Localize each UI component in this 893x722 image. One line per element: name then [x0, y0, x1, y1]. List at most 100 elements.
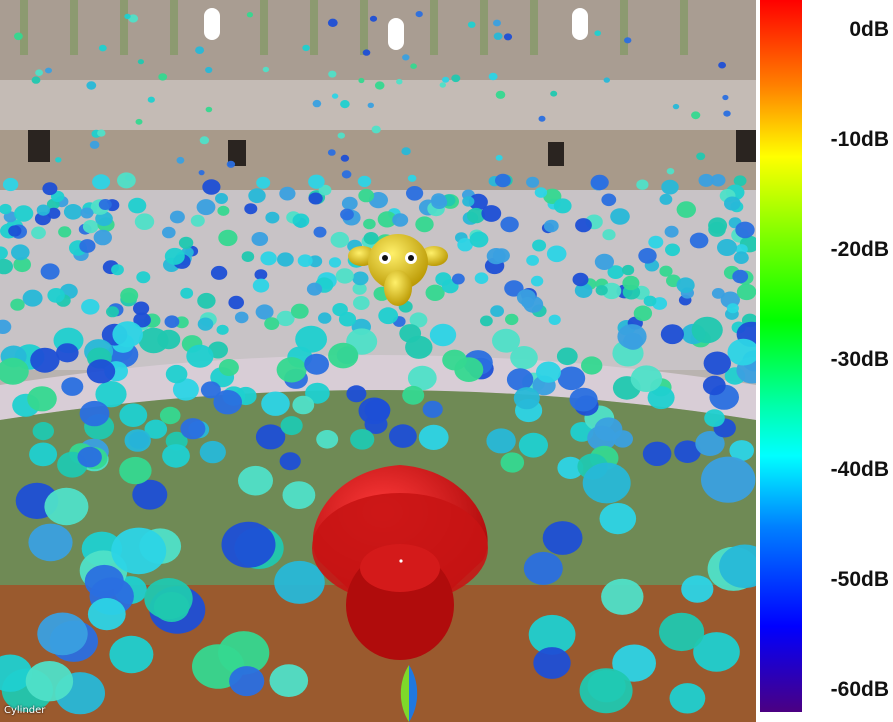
probe-sphere	[164, 315, 180, 329]
probe-sphere	[669, 683, 706, 714]
probe-sphere	[407, 365, 437, 391]
probe-sphere	[429, 323, 457, 347]
probe-sphere	[79, 400, 110, 427]
probe-sphere	[313, 226, 327, 238]
probe-sphere	[601, 193, 617, 207]
probe-sphere	[480, 315, 493, 327]
probe-sphere	[199, 136, 210, 145]
probe-sphere	[256, 176, 271, 189]
probe-sphere	[32, 422, 54, 441]
probe-sphere	[117, 172, 136, 189]
probe-sphere	[661, 179, 679, 195]
probe-sphere	[451, 74, 461, 83]
probe-sphere	[269, 664, 309, 697]
probe-sphere	[111, 264, 124, 276]
probe-sphere	[698, 173, 714, 187]
active-object-label: Cylinder	[4, 705, 46, 716]
probe-sphere	[292, 213, 310, 228]
probe-sphere	[492, 328, 520, 353]
probe-sphere	[457, 238, 473, 252]
arch-windows	[204, 8, 588, 50]
probe-sphere	[27, 386, 57, 412]
speaker-cone-icon	[312, 465, 488, 660]
probe-sphere	[262, 66, 270, 73]
probe-sphere	[493, 19, 501, 27]
probe-sphere	[377, 211, 397, 228]
probe-sphere	[31, 226, 46, 240]
probe-sphere	[406, 186, 424, 201]
probe-sphere	[523, 551, 563, 585]
probe-sphere	[500, 216, 519, 233]
probe-sphere	[594, 30, 601, 36]
probe-sphere	[119, 403, 148, 428]
probe-sphere	[158, 73, 168, 81]
probe-sphere	[202, 179, 221, 195]
probe-sphere	[490, 305, 504, 317]
probe-sphere	[0, 357, 29, 385]
probe-sphere	[112, 321, 143, 348]
probe-sphere	[575, 218, 592, 233]
probe-sphere	[13, 257, 31, 273]
probe-sphere	[241, 251, 255, 262]
probe-sphere	[128, 14, 139, 23]
probe-sphere	[328, 70, 337, 78]
probe-sphere	[198, 170, 205, 176]
probe-sphere	[481, 205, 502, 222]
tick-label-10db: -10dB	[830, 128, 889, 151]
probe-sphere	[594, 253, 615, 270]
probe-sphere	[340, 100, 350, 109]
probe-sphere	[144, 419, 168, 439]
probe-sphere	[532, 239, 547, 252]
probe-sphere	[282, 481, 316, 509]
probe-sphere	[722, 94, 729, 101]
probe-sphere	[45, 67, 52, 74]
probe-sphere	[717, 239, 737, 256]
probe-sphere	[727, 338, 756, 366]
probe-sphere	[210, 265, 228, 280]
probe-sphere	[681, 575, 714, 603]
probe-sphere	[95, 211, 113, 227]
probe-sphere	[467, 21, 476, 28]
probe-sphere	[530, 275, 544, 287]
probe-sphere	[186, 344, 214, 368]
probe-sphere	[92, 174, 111, 190]
probe-sphere	[218, 359, 239, 376]
probe-sphere	[695, 431, 725, 456]
probe-sphere	[636, 179, 649, 190]
probe-sphere	[595, 285, 608, 296]
probe-sphere	[82, 220, 99, 234]
probe-sphere	[638, 248, 657, 264]
probe-sphere	[495, 154, 503, 161]
probe-sphere	[0, 654, 33, 692]
probe-sphere	[357, 175, 372, 188]
probe-sphere	[254, 269, 268, 280]
probe-sphere	[659, 265, 673, 277]
probe-sphere	[205, 66, 213, 74]
probe-sphere	[607, 265, 624, 279]
probe-sphere	[55, 157, 62, 163]
probe-sphere	[350, 429, 375, 450]
probe-sphere	[276, 357, 307, 383]
probe-sphere	[80, 207, 94, 219]
probe-sphere	[407, 174, 417, 182]
probe-sphere	[199, 440, 226, 464]
probe-sphere	[622, 264, 635, 276]
probe-sphere	[279, 186, 296, 201]
probe-sphere	[176, 156, 185, 164]
3d-viewport[interactable]: Cylinder	[0, 0, 756, 722]
probe-sphere	[374, 81, 385, 90]
probe-sphere	[409, 312, 428, 328]
probe-sphere	[124, 13, 131, 20]
probe-sphere	[500, 452, 525, 473]
probe-sphere	[548, 314, 561, 325]
probe-sphere	[0, 258, 13, 275]
probe-sphere	[601, 282, 622, 300]
probe-sphere	[676, 277, 695, 294]
db-color-legend: 0dB -10dB -20dB -30dB -40dB -50dB -60dB	[756, 0, 893, 722]
probe-sphere	[77, 446, 102, 468]
probe-sphere	[369, 15, 378, 22]
probe-sphere	[534, 187, 548, 198]
probe-sphere	[352, 282, 367, 295]
upper-wall	[0, 0, 756, 80]
probe-sphere	[172, 378, 199, 401]
